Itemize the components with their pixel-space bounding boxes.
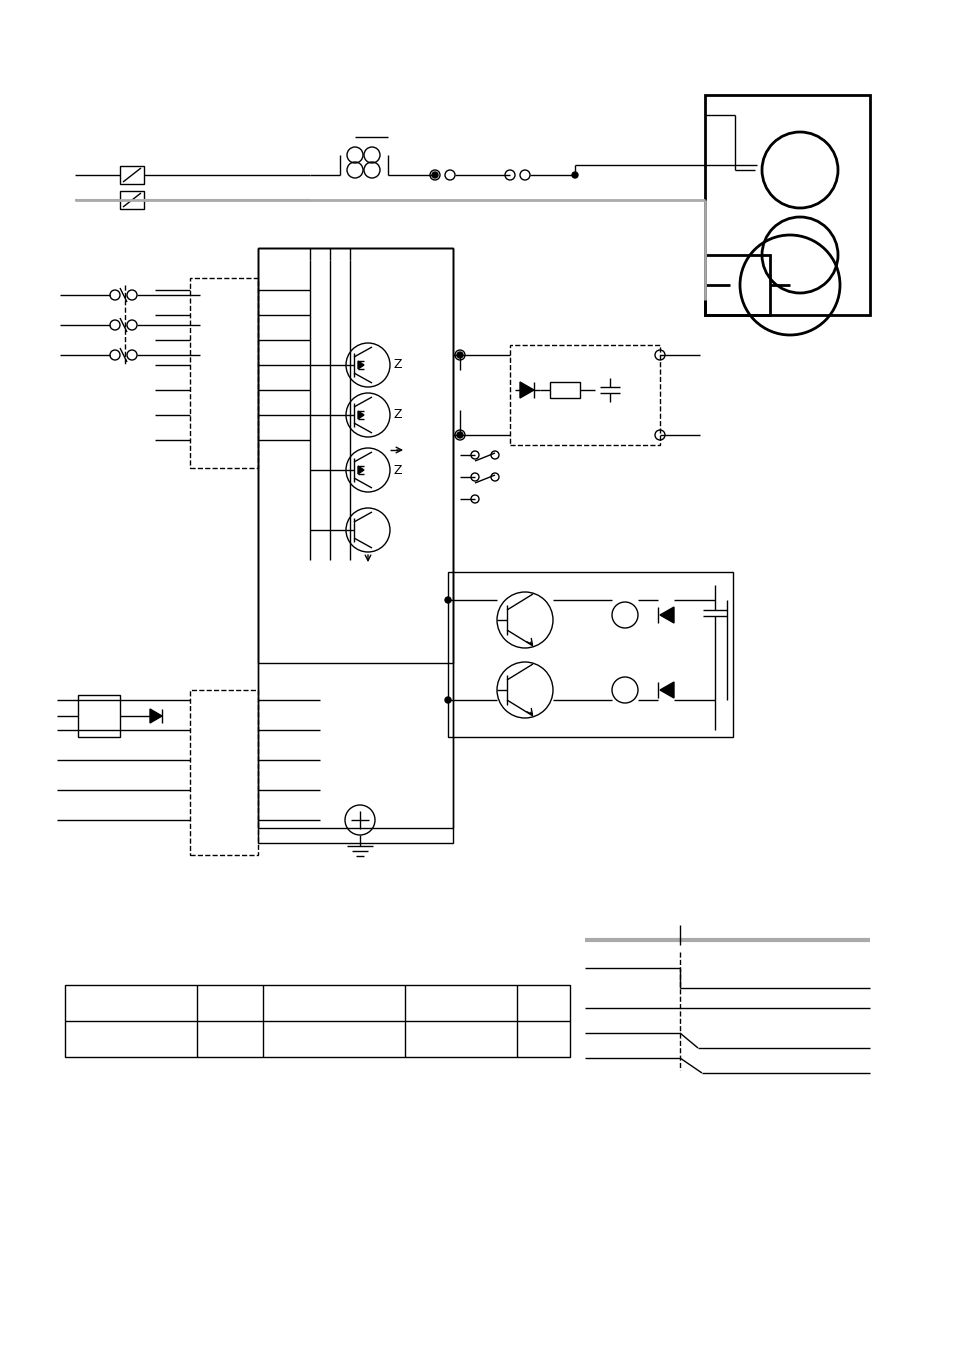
Bar — [65, 985, 569, 1056]
Bar — [704, 95, 869, 315]
Bar — [190, 278, 257, 467]
Text: Z: Z — [394, 358, 402, 372]
Bar — [257, 249, 453, 843]
Bar — [120, 190, 144, 209]
Circle shape — [456, 432, 462, 438]
Bar — [257, 249, 453, 828]
Bar — [448, 571, 732, 738]
Text: Z: Z — [394, 463, 402, 477]
Polygon shape — [150, 709, 162, 723]
Bar — [510, 345, 659, 444]
Bar — [120, 166, 144, 184]
Bar — [190, 690, 257, 855]
Polygon shape — [357, 411, 364, 419]
Polygon shape — [357, 466, 364, 474]
Bar — [257, 249, 453, 663]
Bar — [550, 382, 579, 399]
Text: Z: Z — [394, 408, 402, 422]
Polygon shape — [357, 361, 364, 369]
Circle shape — [444, 697, 451, 703]
Bar — [704, 255, 769, 315]
Circle shape — [432, 172, 437, 178]
Polygon shape — [659, 682, 673, 698]
Circle shape — [444, 597, 451, 603]
Polygon shape — [519, 382, 534, 399]
Circle shape — [456, 353, 462, 358]
Polygon shape — [659, 607, 673, 623]
Circle shape — [572, 172, 578, 178]
Bar — [78, 694, 120, 738]
